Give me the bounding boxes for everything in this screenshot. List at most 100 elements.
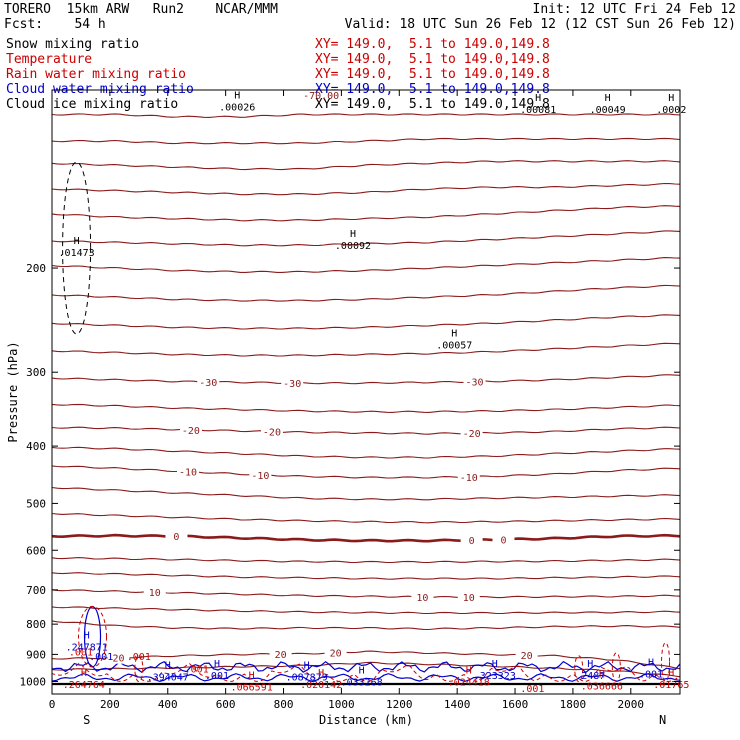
legend-xy-temperature: XY= 149.0, 5.1 to 149.0,149.8 bbox=[315, 52, 550, 67]
high-value-label: .001 bbox=[205, 671, 229, 682]
isotherm-label-bg bbox=[197, 375, 220, 388]
header-valid: Valid: 18 UTC Sun 26 Feb 12 (12 CST Sun … bbox=[344, 17, 736, 32]
rain-cell bbox=[574, 655, 584, 682]
x-tick-label: 1600 bbox=[502, 698, 529, 711]
high-value-label: .01765 bbox=[653, 680, 689, 691]
high-value-label: .264764 bbox=[63, 680, 105, 691]
legend-xy-snow: XY= 149.0, 5.1 to 149.0,149.8 bbox=[315, 37, 550, 52]
high-value-label: .066591 bbox=[231, 683, 273, 694]
temperature-isotherm bbox=[52, 572, 680, 580]
top-isotherm-label: -70.00 bbox=[303, 91, 339, 102]
isotherm-label: -10 bbox=[179, 468, 197, 479]
isotherm-label: 0 bbox=[469, 536, 475, 547]
high-value-label: .247871 bbox=[66, 643, 108, 654]
rain-tower bbox=[78, 605, 108, 668]
contour-value-label: .001 bbox=[185, 664, 209, 675]
isotherm-label: -10 bbox=[460, 473, 478, 484]
temperature-isotherm bbox=[52, 113, 680, 118]
legend-name-rain: Rain water mixing ratio bbox=[6, 67, 187, 82]
high-value-label: .0002 bbox=[656, 105, 686, 116]
isotherm-label: 10 bbox=[149, 588, 161, 599]
y-tick-label: 900 bbox=[26, 648, 46, 661]
isotherm-label-bg bbox=[492, 533, 515, 546]
high-value-label: .2487 bbox=[575, 671, 605, 682]
isotherm-label-bg bbox=[165, 530, 188, 543]
end-label-north: N bbox=[659, 713, 666, 727]
isotherm-label: -30 bbox=[283, 379, 301, 390]
isotherm-label: 20 bbox=[521, 651, 533, 662]
isotherm-label-bg bbox=[324, 646, 347, 659]
isotherm-label-bg bbox=[515, 649, 538, 662]
isotherm-label-bg bbox=[411, 591, 434, 604]
isotherm-label: -20 bbox=[263, 428, 281, 439]
high-marker: H bbox=[304, 660, 310, 671]
temperature-isotherm bbox=[52, 661, 680, 678]
high-value-label: .024418 bbox=[448, 678, 490, 689]
isotherm-label-bg bbox=[107, 651, 130, 664]
high-marker: H bbox=[605, 93, 611, 104]
isotherm-label-bg bbox=[457, 591, 480, 604]
high-value-label: .001 bbox=[639, 670, 663, 681]
temperature-isotherm bbox=[52, 533, 680, 543]
high-marker: H bbox=[165, 660, 171, 671]
high-marker: H bbox=[535, 93, 541, 104]
temperature-isotherm bbox=[52, 606, 680, 615]
rain-cell bbox=[611, 652, 621, 682]
header-init: Init: 12 UTC Fri 24 Feb 12 bbox=[532, 2, 737, 17]
y-tick-label: 800 bbox=[26, 618, 46, 631]
temperature-isotherm bbox=[52, 137, 680, 145]
temperature-isotherm bbox=[52, 620, 680, 631]
isotherm-label: -20 bbox=[182, 426, 200, 437]
isotherm-label: 0 bbox=[173, 532, 179, 543]
high-marker: H bbox=[668, 93, 674, 104]
high-value-label: .323323 bbox=[474, 671, 516, 682]
isotherm-label: 10 bbox=[416, 593, 428, 604]
rain-cell bbox=[661, 642, 671, 682]
contour-labels: -30 -30 -30 -20 -20 -20 -10 -10 -10 0 0 0 10 10 10 20 20… bbox=[59, 91, 690, 695]
x-tick-label: 1000 bbox=[328, 698, 355, 711]
x-tick-label: 200 bbox=[100, 698, 120, 711]
temperature-isotherm bbox=[52, 284, 680, 302]
legend-xy-cloud-ice: XY= 149.0, 5.1 to 149.0,149.8 bbox=[315, 97, 550, 112]
isotherm-label-bg bbox=[269, 648, 292, 661]
isotherm-label-bg bbox=[260, 425, 283, 438]
x-tick-label: 1400 bbox=[444, 698, 471, 711]
x-tick-label: 0 bbox=[49, 698, 56, 711]
high-marker: H bbox=[214, 659, 220, 670]
cloud-ice-contour bbox=[62, 161, 92, 335]
high-marker: H bbox=[668, 668, 674, 679]
isotherm-label-bg bbox=[460, 534, 483, 547]
high-value-label: .00092 bbox=[335, 241, 371, 252]
isotherm-label: 10 bbox=[463, 593, 475, 604]
isotherm-label: 20 bbox=[330, 649, 342, 660]
high-value-label: .087879 bbox=[286, 672, 328, 683]
y-tick-label: 200 bbox=[26, 262, 46, 275]
high-marker: H bbox=[84, 631, 90, 642]
contour-value-label: .001 bbox=[520, 684, 544, 695]
isotherm-label-bg bbox=[249, 468, 272, 481]
rain-cell bbox=[134, 655, 144, 682]
temperature-isotherm bbox=[52, 182, 680, 196]
isotherm-label: 20 bbox=[275, 650, 287, 661]
high-marker: H bbox=[359, 666, 365, 677]
temperature-isotherm bbox=[52, 205, 680, 222]
isotherm-label: 0 bbox=[500, 536, 506, 547]
temperature-isotherm bbox=[52, 230, 680, 247]
y-tick-label: 1000 bbox=[20, 675, 47, 688]
high-value-label: .033268 bbox=[341, 678, 383, 689]
cloud-water-contour bbox=[52, 673, 680, 683]
rain-contour bbox=[52, 662, 680, 683]
x-axis-title: Distance (km) bbox=[319, 713, 413, 727]
y-tick-label: 400 bbox=[26, 440, 46, 453]
legend-xy-rain: XY= 149.0, 5.1 to 149.0,149.8 bbox=[315, 67, 550, 82]
high-marker: H bbox=[350, 229, 356, 240]
high-value-label: .00049 bbox=[590, 105, 626, 116]
high-value-label: .00026 bbox=[219, 103, 255, 114]
high-marker: H bbox=[318, 668, 324, 679]
isotherm-label: -30 bbox=[199, 378, 217, 389]
x-tick-label: 2000 bbox=[618, 698, 645, 711]
legend-name-temperature: Temperature bbox=[6, 52, 93, 67]
x-tick-label: 400 bbox=[158, 698, 178, 711]
isotherm-label-bg bbox=[179, 423, 202, 436]
temperature-isotherm bbox=[52, 557, 680, 564]
